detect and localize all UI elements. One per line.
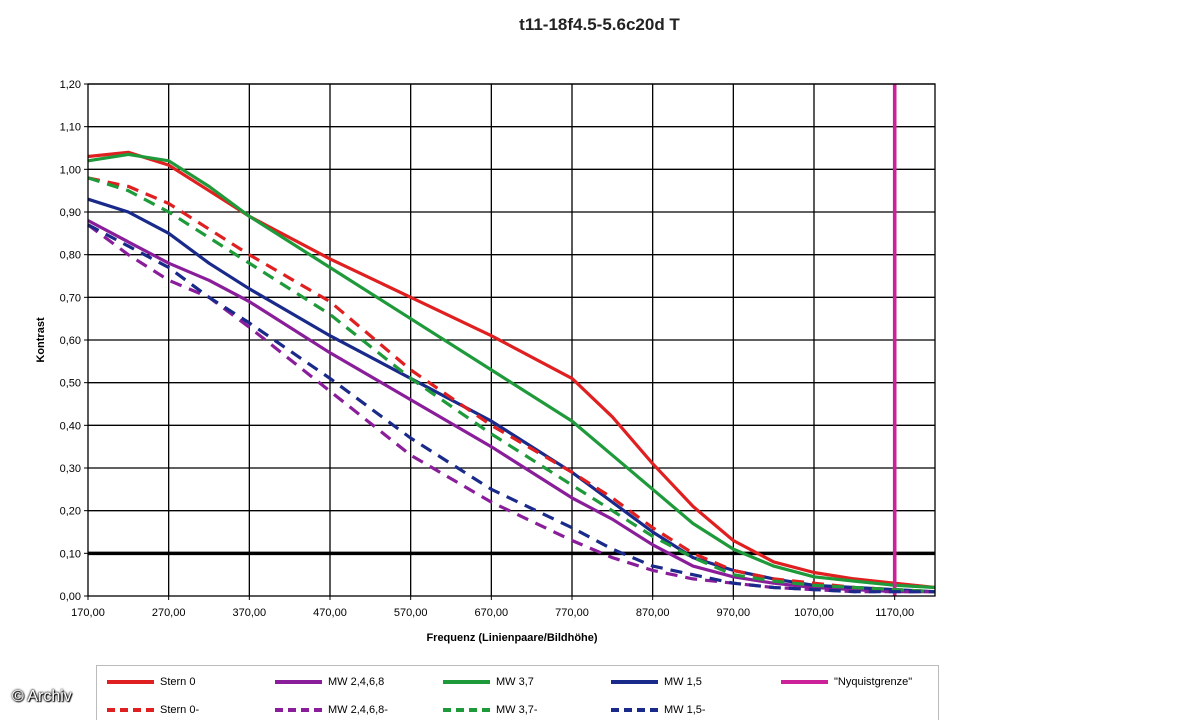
chart-title: t11-18f4.5-5.6c20d T xyxy=(519,15,680,34)
legend-item: MW 3,7- xyxy=(443,703,538,717)
y-tick-label: 0,90 xyxy=(60,207,81,219)
chart-legend: Stern 0 MW 2,4,6,8 MW 3,7 MW 1,5 "Nyquistgre… xyxy=(96,665,939,720)
x-axis-label: Frequenz (Linienpaare/Bildhöhe) xyxy=(426,632,597,644)
y-tick-label: 0,20 xyxy=(60,506,81,518)
x-tick-label: 170,00 xyxy=(71,607,105,619)
legend-swatch xyxy=(781,680,828,684)
legend-swatch xyxy=(443,708,490,712)
y-tick-label: 0,80 xyxy=(60,250,81,262)
y-axis-label: Kontrast xyxy=(35,317,47,363)
y-tick-label: 0,10 xyxy=(60,548,81,560)
copyright-watermark: © Archiv xyxy=(12,688,72,705)
series-line xyxy=(87,219,935,594)
legend-label: MW 2,4,6,8 xyxy=(328,676,385,688)
y-tick-label: 0,00 xyxy=(60,591,81,603)
legend-item: MW 2,4,6,8- xyxy=(275,703,388,717)
legend-item: MW 2,4,6,8 xyxy=(275,675,384,689)
legend-label: MW 3,7 xyxy=(496,676,534,688)
legend-item: "Nyquistgrenze" xyxy=(781,675,912,689)
x-tick-label: 770,00 xyxy=(555,607,589,619)
x-tick-label: 570,00 xyxy=(394,607,428,619)
x-tick-label: 670,00 xyxy=(475,607,509,619)
x-tick-label: 1170,00 xyxy=(875,607,914,619)
series-line xyxy=(87,176,936,594)
y-tick-label: 0,60 xyxy=(60,335,81,347)
series-line xyxy=(87,152,936,590)
legend-item: Stern 0- xyxy=(107,703,199,717)
series-line xyxy=(87,176,936,594)
legend-label: MW 2,4,6,8- xyxy=(328,704,388,716)
y-tick-label: 0,30 xyxy=(60,463,81,475)
y-tick-label: 0,50 xyxy=(60,378,81,390)
series-line xyxy=(87,223,935,594)
y-tick-label: 0,70 xyxy=(60,292,81,304)
series-line xyxy=(87,150,936,590)
y-tick-label: 1,00 xyxy=(60,164,81,176)
x-tick-label: 870,00 xyxy=(636,607,670,619)
legend-swatch xyxy=(107,708,154,712)
legend-label: MW 1,5 xyxy=(664,676,702,688)
legend-swatch xyxy=(275,680,322,684)
y-tick-label: 1,20 xyxy=(60,79,81,91)
legend-label: Stern 0- xyxy=(160,704,200,716)
chart-plot: 170,00 270,00 370,00 470,00 570,00 670,00 770,… xyxy=(35,79,936,644)
x-tick-label: 470,00 xyxy=(313,607,347,619)
series-line xyxy=(87,223,935,594)
legend-label: "Nyquistgrenze" xyxy=(834,676,913,688)
legend-swatch xyxy=(107,680,154,684)
legend-item: MW 1,5- xyxy=(611,703,706,717)
legend-label: MW 1,5- xyxy=(664,704,706,716)
legend-swatch xyxy=(611,708,658,712)
x-tick-label: 370,00 xyxy=(233,607,267,619)
x-tick-label: 970,00 xyxy=(717,607,751,619)
x-tick-label: 270,00 xyxy=(152,607,186,619)
y-tick-label: 1,10 xyxy=(60,122,81,134)
legend-item: Stern 0 xyxy=(107,675,195,689)
legend-item: MW 3,7 xyxy=(443,675,534,689)
legend-swatch xyxy=(443,680,490,684)
series-line xyxy=(87,197,936,594)
legend-label: MW 3,7- xyxy=(496,704,538,716)
legend-label: Stern 0 xyxy=(160,676,196,688)
y-tick-label: 0,40 xyxy=(60,420,81,432)
legend-item: MW 1,5 xyxy=(611,675,702,689)
x-tick-label: 1070,00 xyxy=(794,607,834,619)
legend-swatch xyxy=(611,680,658,684)
legend-swatch xyxy=(275,708,322,712)
